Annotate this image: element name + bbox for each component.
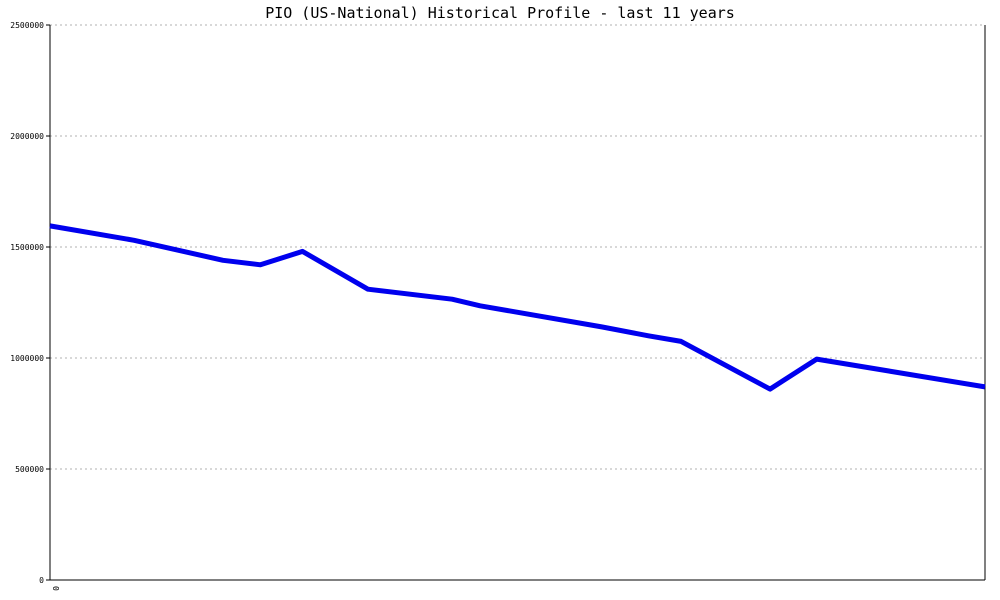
y-tick-label: 1500000 [10,243,44,252]
y-tick-label: 0 [39,576,44,585]
chart-title: PIO (US-National) Historical Profile - l… [265,4,735,22]
y-tick-label: 2500000 [10,21,44,30]
x-tick-label: 0 [51,586,60,591]
y-tick-label: 1000000 [10,354,44,363]
grid-lines [50,24,985,470]
x-axis-ticks: 0 [51,586,60,591]
y-axis-ticks: 0 500000 1000000 1500000 2000000 2500000 [10,21,50,585]
series-group [49,223,986,392]
series-line [49,223,986,392]
y-tick-label: 500000 [15,465,44,474]
y-tick-label: 2000000 [10,132,44,141]
